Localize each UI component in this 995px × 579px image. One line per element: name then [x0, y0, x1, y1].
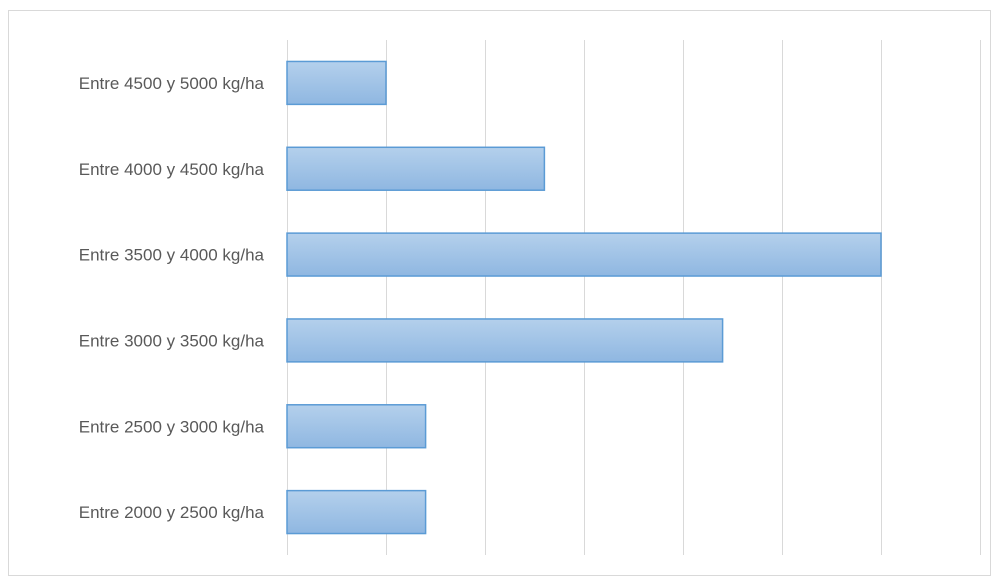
bar-5	[286, 489, 427, 535]
bars	[286, 60, 882, 535]
category-label: Entre 4000 y 4500 kg/ha	[79, 160, 265, 179]
bar-2	[286, 232, 882, 277]
category-label: Entre 2000 y 2500 kg/ha	[79, 503, 265, 522]
bar-4	[286, 404, 427, 449]
chart-frame	[8, 10, 991, 576]
bar-0	[286, 60, 387, 106]
bar-3	[286, 318, 724, 363]
category-label: Entre 3000 y 3500 kg/ha	[79, 331, 265, 350]
bar-1	[286, 146, 546, 191]
category-label: Entre 2500 y 3000 kg/ha	[79, 417, 265, 436]
category-label: Entre 3500 y 4000 kg/ha	[79, 246, 265, 265]
gridlines	[287, 40, 981, 555]
category-labels: Entre 4500 y 5000 kg/ha Entre 4000 y 4500…	[79, 74, 265, 522]
category-label: Entre 4500 y 5000 kg/ha	[79, 74, 265, 93]
